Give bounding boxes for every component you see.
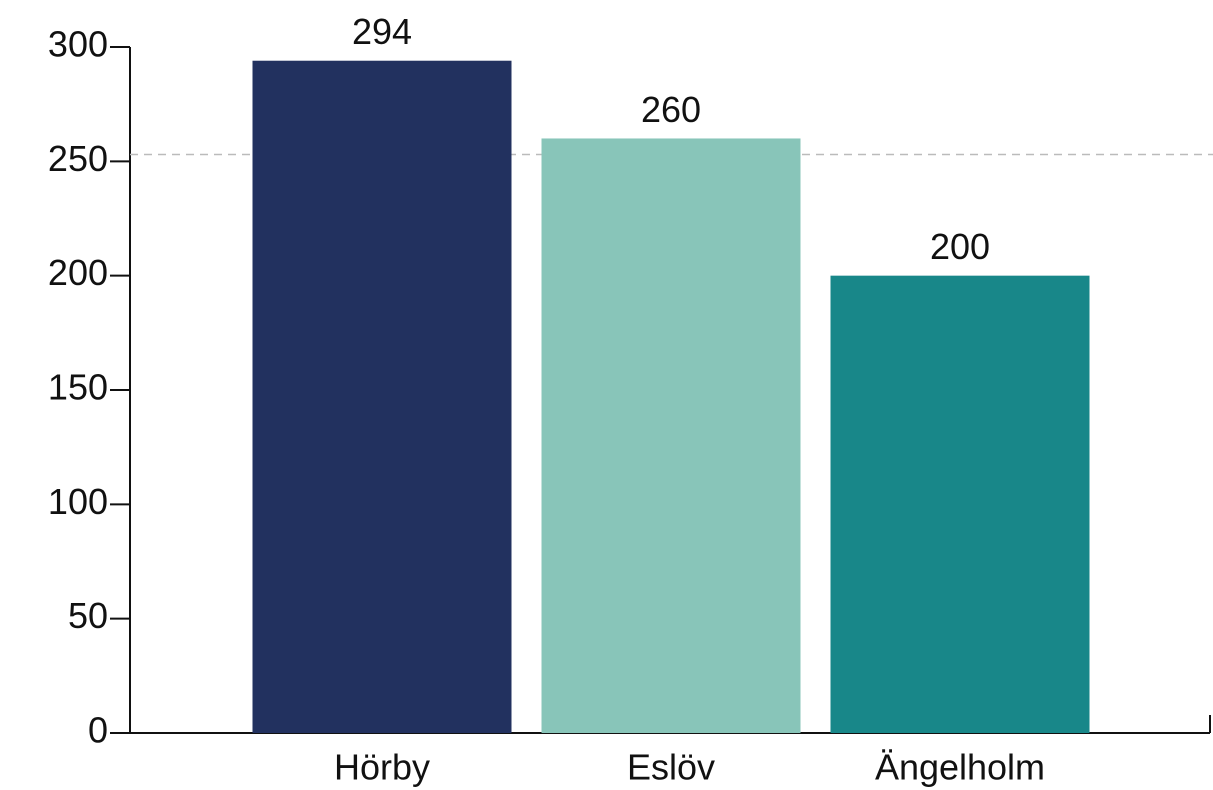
x-tick-label: Eslöv [627,747,715,788]
y-tick-label: 100 [48,481,108,522]
bar [252,60,512,734]
value-label: 260 [641,89,701,130]
x-tick-label: Hörby [334,747,430,788]
bar [830,275,1090,733]
y-tick-label: 0 [88,710,108,751]
value-label: 200 [930,226,990,267]
y-tick-label: 50 [68,595,108,636]
y-tick-label: 300 [48,24,108,65]
y-tick-label: 200 [48,252,108,293]
y-tick-label: 250 [48,138,108,179]
bar [541,138,801,733]
y-tick-label: 150 [48,367,108,408]
x-tick-label: Ängelholm [875,747,1045,788]
value-label: 294 [352,11,412,52]
